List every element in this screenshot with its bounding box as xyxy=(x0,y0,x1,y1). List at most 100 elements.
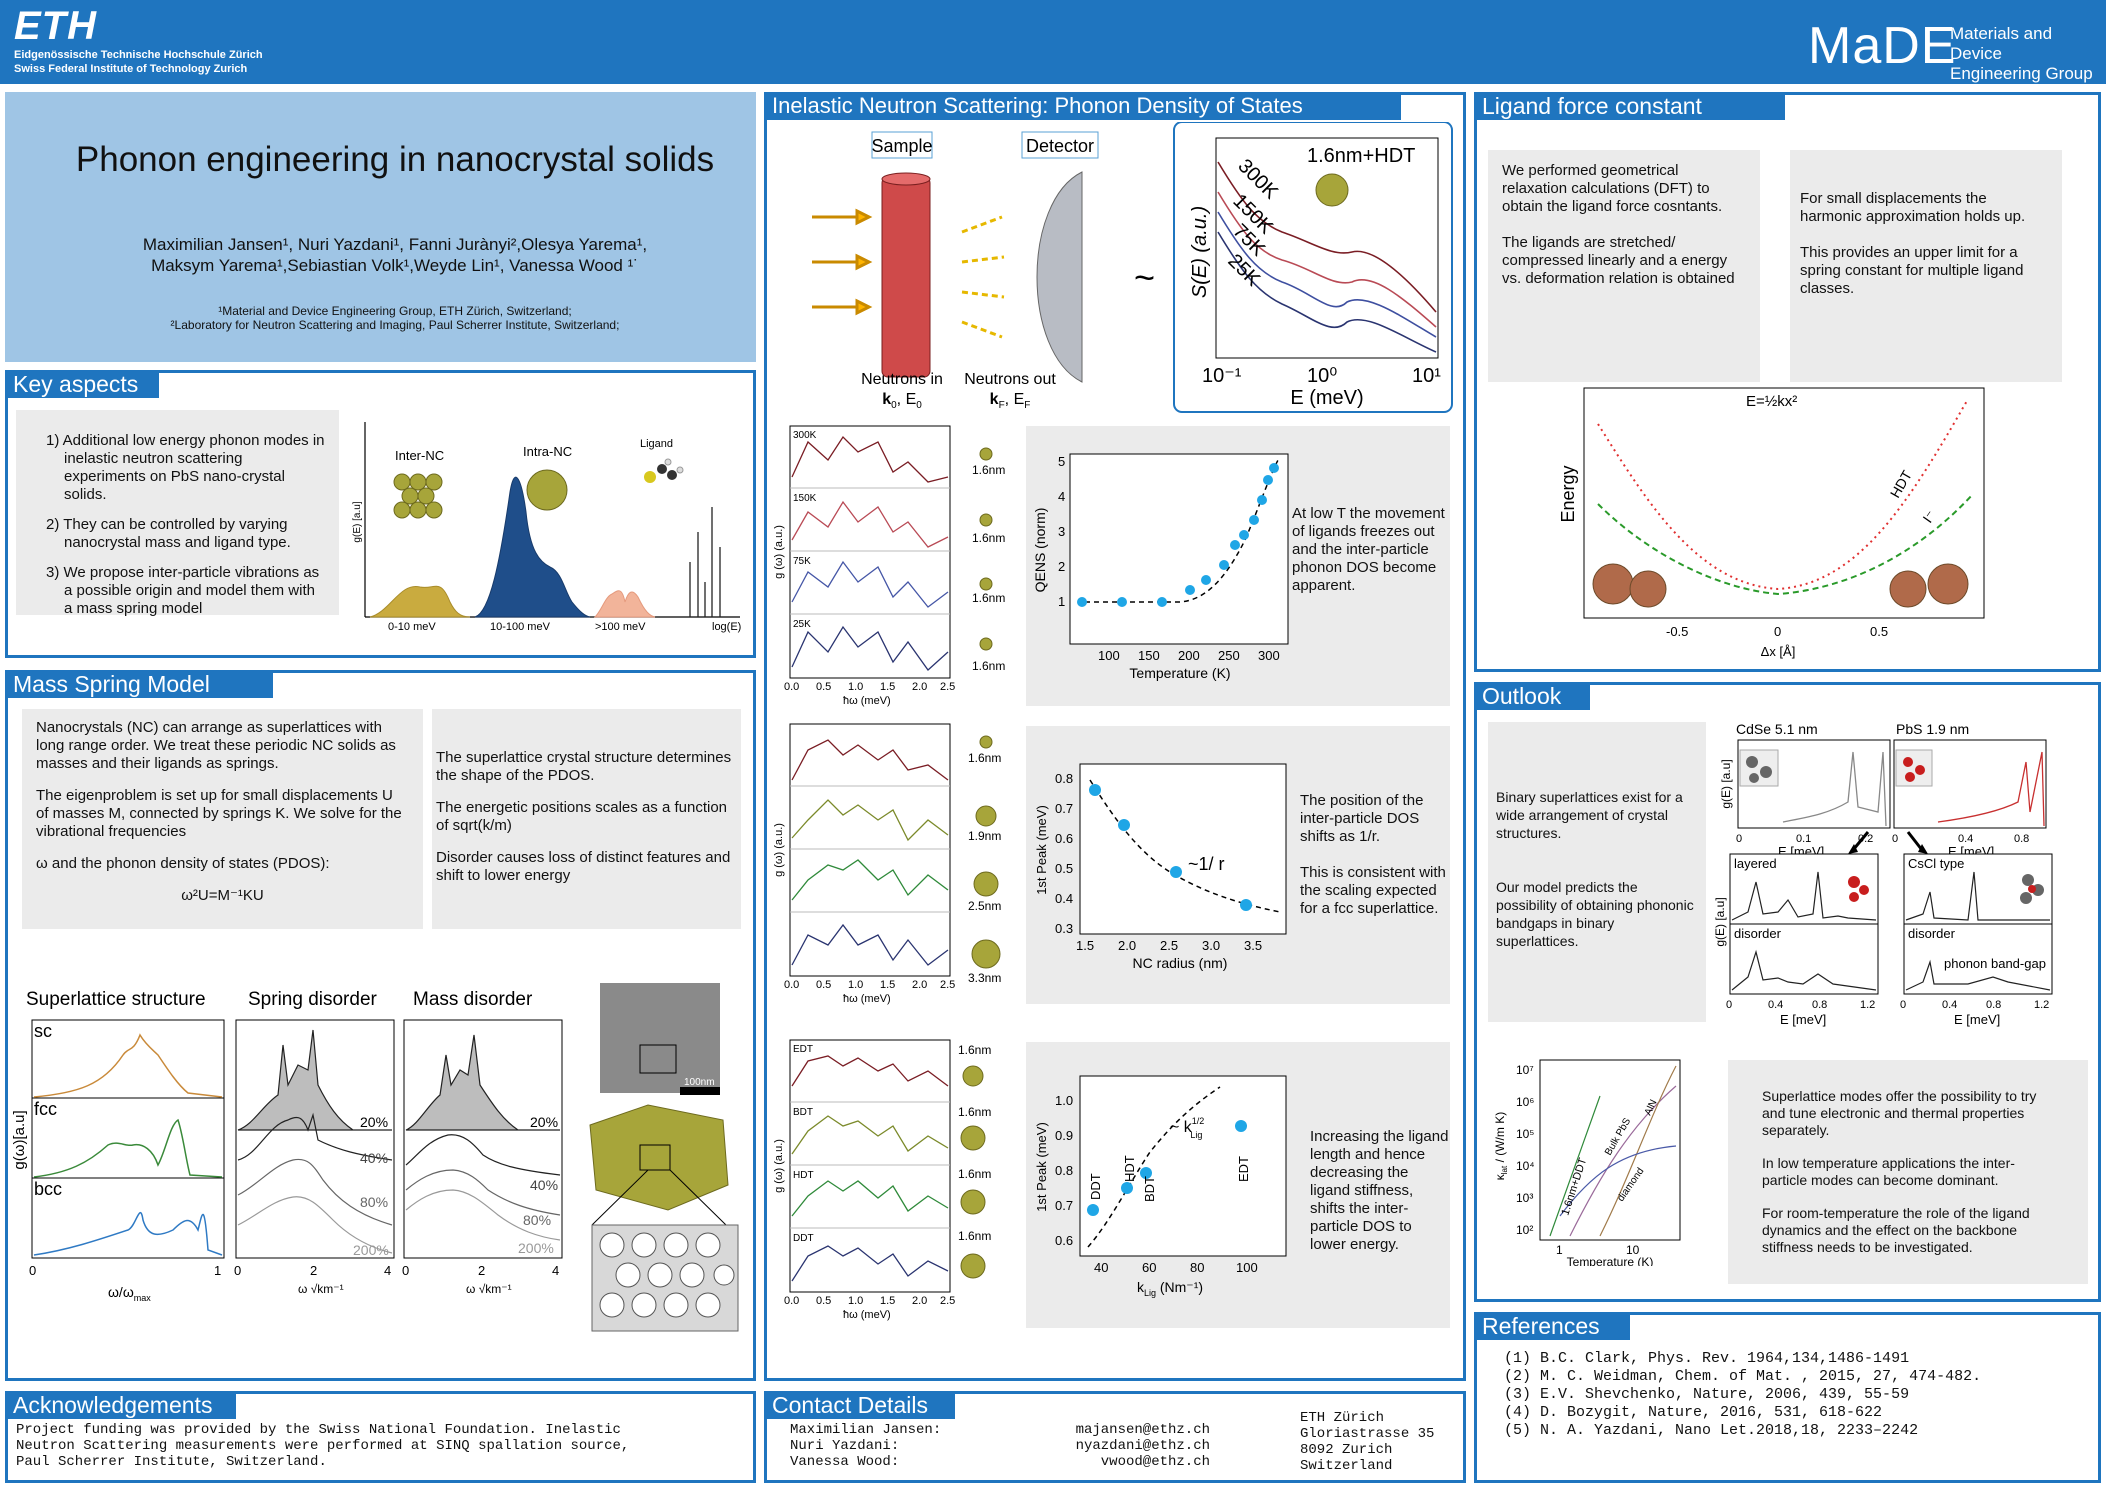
outlook-p2: In low temperature applications the inte… xyxy=(1762,1155,2015,1188)
qens-x3: 200 xyxy=(1178,648,1200,663)
peak-points xyxy=(1089,784,1252,911)
gs1-t3: 1.5 xyxy=(880,681,895,693)
lig-x2: 80 xyxy=(1190,1260,1204,1275)
key-aspect-2: 2) They can be controlled by varying nan… xyxy=(46,516,291,551)
lig-x3: 100 xyxy=(1236,1260,1258,1275)
gs-panel-ligand: EDT BDT HDT DDT 1.6nm 1.6nm 1.6nm 1.6nm … xyxy=(773,1039,991,1321)
kappa-diamond xyxy=(1559,1145,1677,1217)
s-curve-300 xyxy=(1217,161,1437,313)
ms-h1: Superlattice structure xyxy=(26,989,206,1010)
gs2-t0: 0.0 xyxy=(784,979,799,991)
eth-line1: Eidgenössische Technische Hochschule Zür… xyxy=(14,49,263,61)
ol-td3: 1.2 xyxy=(2034,999,2049,1011)
s-plot-label: 1.6nm+HDT xyxy=(1307,145,1415,167)
ol-pbs-struct xyxy=(1903,757,1925,782)
gs1-t5: 2.5 xyxy=(940,681,955,693)
ms-fcc: fcc xyxy=(34,1099,57,1119)
kappa-y2: 10⁴ xyxy=(1516,1159,1535,1173)
s-tick-3: 10¹ xyxy=(1412,365,1441,387)
peak-x0: 1.5 xyxy=(1076,938,1094,953)
kappa-y1: 10³ xyxy=(1516,1191,1533,1205)
s-xlabel: E (meV) xyxy=(1290,387,1363,409)
inter-nc-cluster xyxy=(393,473,443,519)
contact-email-1[interactable]: majansen@ethz.ch xyxy=(1075,1422,1210,1438)
ack-panel xyxy=(5,1391,756,1483)
ins-tilde: ~ xyxy=(1134,257,1155,298)
lig-y2: 0.8 xyxy=(1055,1163,1073,1178)
ol-pbs: PbS 1.9 nm xyxy=(1896,722,1969,737)
peak-y1: 0.4 xyxy=(1055,891,1073,906)
outlook-t1: Binary superlattices exist for a wide ar… xyxy=(1496,789,1683,841)
key-fig-x3: >100 meV xyxy=(595,621,646,633)
gs3-t4: 2.0 xyxy=(912,1295,927,1307)
mass-pct-40: 40% xyxy=(530,1177,558,1193)
s-curve-150 xyxy=(1217,191,1437,328)
lig-xlabel: kLig (Nm⁻¹) xyxy=(1137,1279,1203,1298)
made-logo: MaDE xyxy=(1808,17,1957,75)
spring-t0: 0 xyxy=(234,1263,241,1278)
ol-disorder-a: disorder xyxy=(1734,926,1782,941)
qens-y5: 5 xyxy=(1058,454,1065,469)
qens-y1: 1 xyxy=(1058,594,1065,609)
gs2-t3: 1.5 xyxy=(880,979,895,991)
ligand-fc-box2: For small displacements the harmonic app… xyxy=(1790,150,2062,382)
ol-td1: 0.4 xyxy=(1942,999,1957,1011)
outlook-fig: CdSe 5.1 nm PbS 1.9 nm g(E) [a.u] 0 0.1 … xyxy=(1713,722,2053,1027)
mass-pct-20: 20% xyxy=(530,1114,558,1130)
lig-y0: 0.6 xyxy=(1055,1233,1073,1248)
gs3-size2: 1.6nm xyxy=(958,1167,991,1181)
ins-schematic: Sample Detector ~ Neutrons in k0, E0 Neu… xyxy=(812,122,1453,413)
ol-xlabel-d: E [meV] xyxy=(1954,1012,2000,1027)
spring-80 xyxy=(237,1158,393,1226)
ins-sample-label: Sample xyxy=(871,136,932,156)
energy-parabola-hdt xyxy=(1597,398,1969,591)
affil1: ¹Material and Device Engineering Group, … xyxy=(218,304,572,318)
kappa-bulk xyxy=(1569,1085,1677,1237)
ol-xlabel-c: E [meV] xyxy=(1780,1012,1826,1027)
lig-pt-ddt: DDT xyxy=(1088,1173,1103,1200)
gs3-t0: 0.0 xyxy=(784,1295,799,1307)
gs2-size2: 2.5nm xyxy=(968,899,1001,913)
spring-40 xyxy=(237,1112,393,1161)
reference-3: (3) E.V. Shevchenko, Nature, 2006, 439, … xyxy=(1504,1386,1910,1403)
gs1-t2: 1.0 xyxy=(848,681,863,693)
mass-80 xyxy=(405,1169,561,1216)
authors: Maximilian Jansen¹, Nuri Yazdani¹, Fanni… xyxy=(5,234,785,276)
mass-spring-title: Mass Spring Model xyxy=(5,670,273,698)
title-block xyxy=(5,92,756,362)
gs1-lab2: 75K xyxy=(793,556,811,567)
poster-title: Phonon engineering in nanocrystal solids xyxy=(75,140,715,179)
gs2-size0: 1.6nm xyxy=(968,751,1001,765)
gs3-lab0: EDT xyxy=(793,1044,813,1055)
reference-4: (4) D. Bozygit, Nature, 2016, 531, 618-6… xyxy=(1504,1404,1883,1421)
ligand-molecule xyxy=(644,458,684,483)
lig-x1: 60 xyxy=(1142,1260,1156,1275)
energy-x0: -0.5 xyxy=(1666,624,1688,639)
gs2-t1: 0.5 xyxy=(816,979,831,991)
ms-box1-p1: Nanocrystals (NC) can arrange as superla… xyxy=(36,719,396,772)
ol-cscl-struct xyxy=(2020,874,2044,904)
s-curve-25 xyxy=(1217,231,1437,353)
ms-bcc-curve xyxy=(33,1211,223,1256)
energy-ylabel: Energy xyxy=(1558,465,1578,522)
ins-detector-label: Detector xyxy=(1026,136,1094,156)
contact-name-1: Maximilian Jansen: xyxy=(790,1422,942,1438)
contact-email-2[interactable]: nyazdani@ethz.ch xyxy=(1075,1438,1210,1454)
kappa-xlabel: Temperature (K) xyxy=(1567,1255,1654,1266)
ms-equation: ω²U=M⁻¹KU xyxy=(181,887,264,904)
lig-pt-bdt: BDT xyxy=(1142,1176,1157,1202)
gs2-xlabel: ħω (meV) xyxy=(843,993,891,1005)
kappa-ylabel: κlat / (W/m K) xyxy=(1493,1112,1509,1180)
lig-y1: 0.7 xyxy=(1055,1198,1073,1213)
neutrons-in-label: Neutrons in xyxy=(861,371,943,388)
ol-cscl: CsCl type xyxy=(1908,856,1964,871)
ol-ta2: 0.2 xyxy=(1858,833,1873,845)
sample-rod xyxy=(881,176,931,378)
mass-xlabel: ω √km⁻¹ xyxy=(466,1282,512,1296)
address-1: ETH Zürich xyxy=(1300,1410,1385,1426)
qens-x1: 100 xyxy=(1098,648,1120,663)
peak-x4: 3.5 xyxy=(1244,938,1262,953)
gs1-lab0: 300K xyxy=(793,430,817,441)
contact-email-3[interactable]: vwood@ethz.ch xyxy=(1100,1454,1210,1470)
ligand-fc-box1: We performed geometrical relaxation calc… xyxy=(1488,150,1760,382)
